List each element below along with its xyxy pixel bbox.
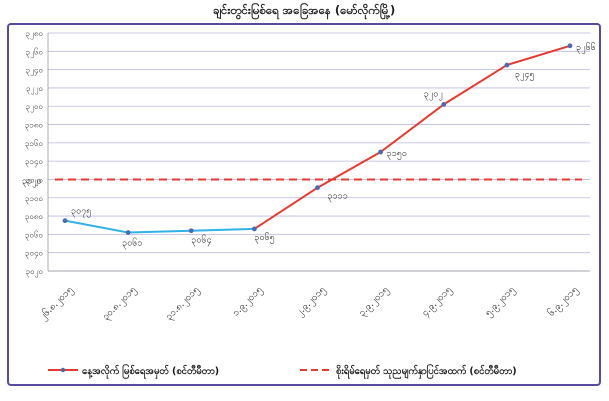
data-label-4: ၃၁၁၁ (328, 192, 348, 203)
series-segment-0 (64, 219, 129, 234)
data-point-8 (567, 43, 573, 49)
warning-level-label: ၃၁၂၀ (22, 176, 42, 187)
y-tick-label-10: ၃၂၂၀ (26, 84, 43, 95)
chart-frame (7, 23, 601, 386)
y-axis: ၃၀၂၀ ၃၀၄၀ ၃၀၆၀ ၃၀၈၀ ၃၁၀၀ ၃၁၂၀ ၃၁၄၀ ၃၁၆၀ ၃၁၈၀ ၃၂၀၀… (25, 29, 43, 278)
y-tick-label-7: ၃၁၆၀ (25, 138, 43, 150)
series-segment-5 (380, 103, 445, 153)
y-tick-label-9: ၃၂၀၀ (26, 102, 43, 113)
legend-label-warning: စိုးရိမ်ရေမှတ် သုညမျက်နှာပြင်အထက် (စင်တီ… (336, 365, 517, 379)
y-tick-label-1: ၃၀၄၀ (25, 249, 43, 260)
y-tick-label-2: ၃၀၆၀ (25, 229, 43, 241)
y-tick-label-6: ၃၁၄၀ (25, 157, 43, 168)
y-tick-label-13: ၃၂၈၀ (26, 29, 44, 40)
data-label-1: ၃၀၆၁ (122, 238, 142, 250)
data-label-0: ၃၀၇၅ (71, 207, 91, 218)
data-label-3: ၃၀၆၅ (254, 232, 274, 244)
series-segment-2 (191, 227, 255, 232)
y-tick-label-12: ၃၂၆၀ (26, 46, 43, 58)
data-label-7: ၃၂၄၅ (515, 70, 535, 81)
data-label-2: ၃၀၆၄ (191, 235, 211, 247)
series-segment-1 (128, 229, 192, 234)
data-point-7 (504, 62, 510, 68)
y-tick-label-11: ၃၂၄၀ (26, 66, 43, 77)
data-label-6: ၃၂၀၂ (424, 89, 443, 100)
data-label-8: ၃၂၆၆ (576, 42, 596, 54)
series-segment-3 (253, 186, 319, 230)
data-point-1 (125, 230, 131, 235)
legend: နေ့အလိုက် မြစ်ရေအမှတ် (စင်တီမီတာ) စိုးရိ… (48, 365, 517, 379)
y-tick-label-5: ၃၁၂၀ (26, 175, 43, 186)
data-point-4 (315, 185, 320, 191)
y-tick-label-0: ၃၀၂၀ (26, 267, 43, 278)
data-point-6 (441, 102, 447, 107)
data-point-3 (251, 226, 257, 232)
plot-area (55, 43, 582, 235)
y-tick-label-4: ၃၁၀၀ (25, 194, 43, 205)
y-tick-label-8: ၃၁၈၀ (25, 121, 43, 132)
y-tick-label-3: ၃၀၈၀ (25, 212, 43, 223)
data-point-2 (188, 228, 194, 234)
series-segment-7 (506, 44, 571, 66)
legend-marker-daily (60, 367, 66, 373)
data-point-5 (378, 149, 384, 155)
data-point-0 (62, 218, 68, 224)
legend-label-daily: နေ့အလိုက် မြစ်ရေအမှတ် (စင်တီမီတာ) (82, 365, 219, 379)
series-segment-4 (317, 151, 382, 189)
series-segment-6 (443, 64, 508, 106)
data-label-5: ၃၁၅၀ (387, 149, 407, 160)
chart-title: ချင်းတွင်းမြစ်ရေ အခြေအနေ (မော်လိုက်မြို့… (213, 2, 395, 20)
